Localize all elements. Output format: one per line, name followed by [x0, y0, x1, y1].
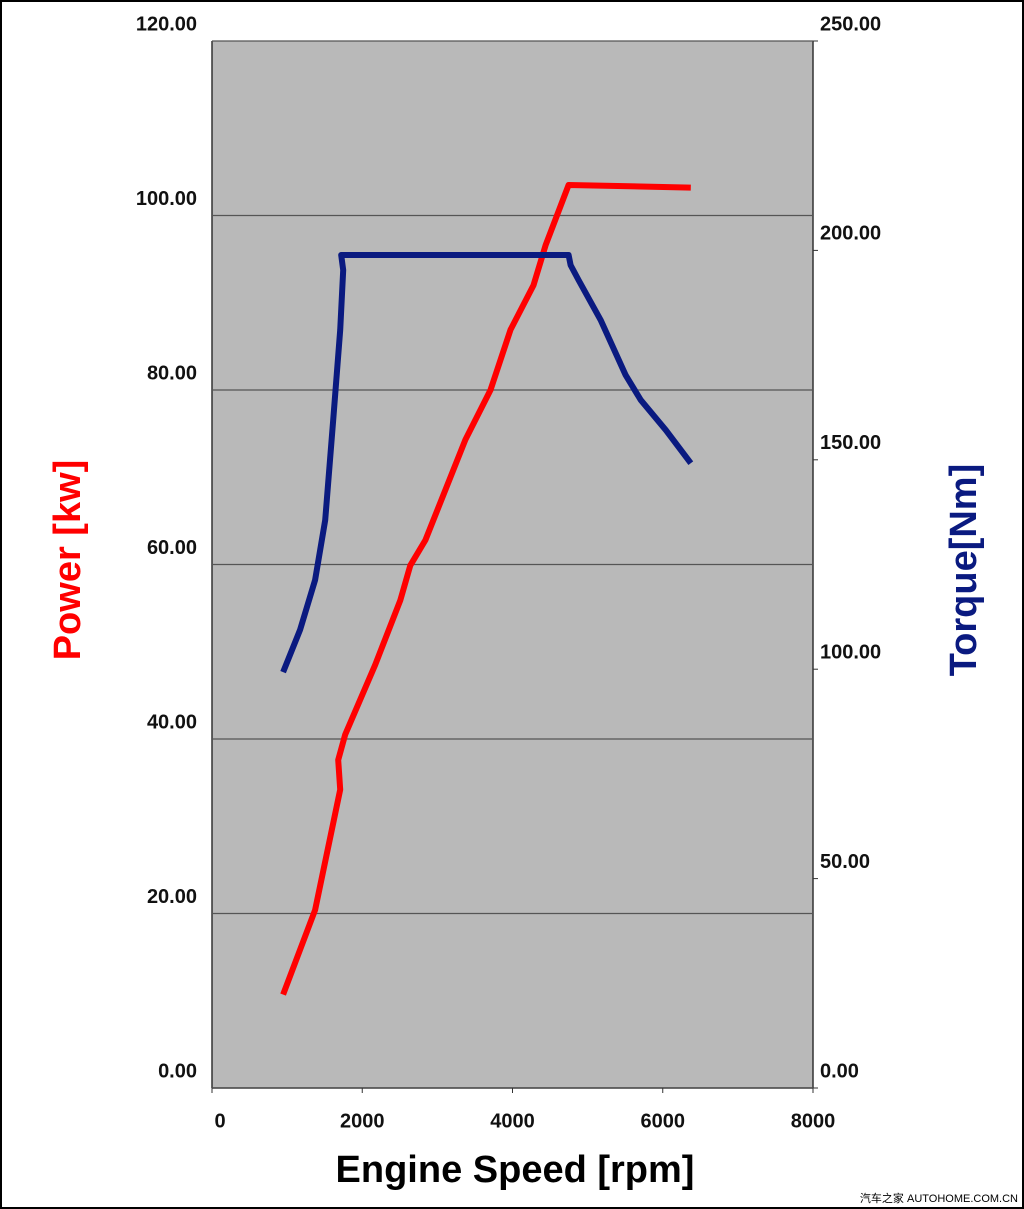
- watermark: 汽车之家 AUTOHOME.COM.CN: [860, 1191, 1018, 1205]
- y-tick-label: 0.00: [158, 1060, 197, 1082]
- x-tick-label: 6000: [641, 1110, 686, 1132]
- y-tick-label: 80.00: [147, 362, 197, 384]
- y-axis-title: Power [kw]: [47, 460, 89, 661]
- y2-tick-label: 0.00: [820, 1060, 859, 1082]
- y-tick-label: 100.00: [136, 188, 197, 210]
- data-line: [280, 252, 694, 674]
- y-tick-label: 60.00: [147, 537, 197, 559]
- y2-tick-label: 150.00: [820, 432, 881, 454]
- x-tick-label: 8000: [791, 1110, 836, 1132]
- y-tick-label: 40.00: [147, 711, 197, 733]
- y-tick-label: 120.00: [136, 13, 197, 35]
- y-tick-label: 20.00: [147, 886, 197, 908]
- x-tick-label: 4000: [490, 1110, 535, 1132]
- y2-tick-label: 200.00: [820, 223, 881, 245]
- y2-tick-label: 50.00: [820, 851, 870, 873]
- y2-axis-title: Torque[Nm]: [943, 464, 985, 677]
- y2-tick-label: 100.00: [820, 641, 881, 663]
- x-axis-title: Engine Speed [rpm]: [336, 1149, 695, 1191]
- y2-tick-label: 250.00: [820, 13, 881, 35]
- x-tick-label: 2000: [340, 1110, 385, 1132]
- x-tick-label: 0: [214, 1110, 225, 1132]
- data-line: [280, 182, 691, 996]
